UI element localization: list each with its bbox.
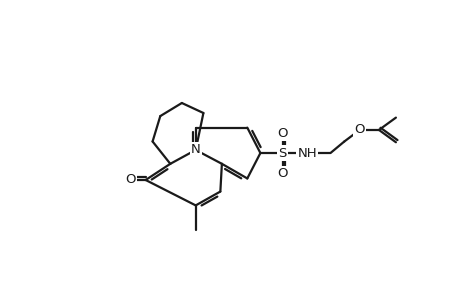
Text: O: O bbox=[277, 167, 287, 180]
Text: O: O bbox=[354, 123, 364, 136]
Text: O: O bbox=[277, 127, 287, 140]
Text: S: S bbox=[278, 146, 286, 160]
Text: O: O bbox=[125, 173, 135, 187]
Text: NH: NH bbox=[297, 146, 317, 160]
Text: N: N bbox=[190, 143, 200, 157]
